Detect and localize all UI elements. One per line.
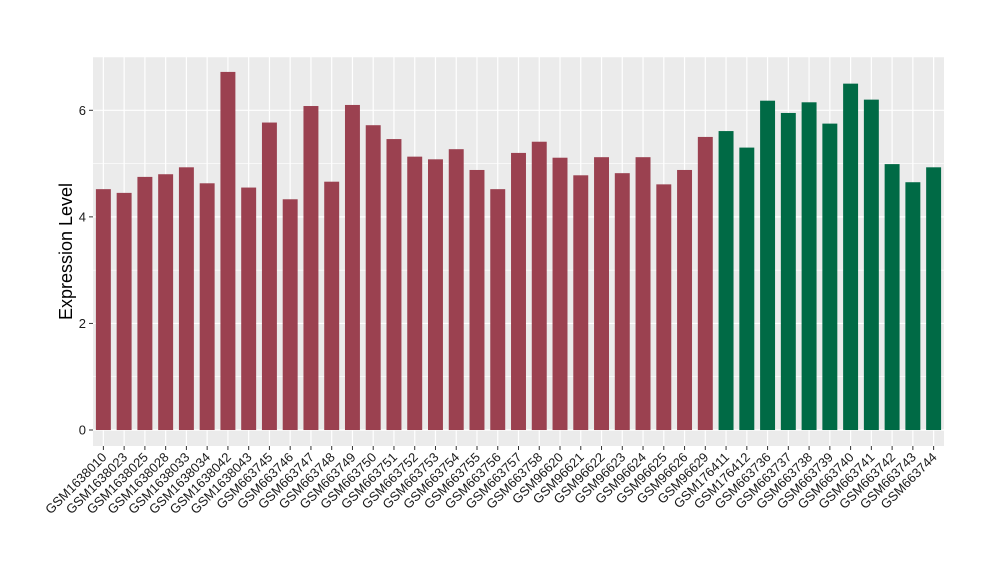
y-tick-label: 2 <box>79 316 86 331</box>
bar-gsm663752 <box>407 156 423 431</box>
bar-gsm176411 <box>718 131 734 431</box>
bar-gsm176412 <box>739 147 755 431</box>
bar-gsm1638042 <box>220 71 236 431</box>
bar-gsm663744 <box>926 167 942 431</box>
bar-gsm1638028 <box>158 174 174 431</box>
bar-gsm663745 <box>261 122 277 431</box>
bars-group <box>95 71 942 431</box>
bar-gsm663743 <box>905 182 921 431</box>
bar-gsm663741 <box>863 99 879 431</box>
bar-gsm663736 <box>760 100 776 431</box>
bar-gsm96623 <box>614 173 630 431</box>
bar-gsm663755 <box>469 169 485 431</box>
bar-gsm663739 <box>822 123 838 431</box>
bar-gsm1638033 <box>178 167 194 431</box>
bar-gsm663758 <box>531 141 547 431</box>
bar-gsm663740 <box>843 83 859 431</box>
y-tick-label: 4 <box>79 209 86 224</box>
bar-gsm1638023 <box>116 192 132 431</box>
y-axis: 0 2 4 6 <box>79 103 93 438</box>
bar-gsm1638034 <box>199 183 215 431</box>
bar-gsm663737 <box>780 112 796 431</box>
x-axis: GSM1638010GSM1638023GSM1638025GSM1638028… <box>42 446 940 517</box>
y-axis-title: Expression Level <box>56 183 76 320</box>
bar-gsm96622 <box>594 157 609 431</box>
bar-gsm1638010 <box>95 189 111 431</box>
bar-gsm663754 <box>448 149 464 431</box>
y-tick-label: 6 <box>79 103 86 118</box>
bar-gsm663746 <box>282 199 298 431</box>
bar-gsm663748 <box>324 181 340 431</box>
bar-gsm663738 <box>801 102 817 431</box>
bar-gsm96620 <box>552 157 568 431</box>
bar-gsm663757 <box>511 152 526 431</box>
bar-gsm663750 <box>365 125 381 431</box>
bar-gsm663756 <box>490 189 506 431</box>
bar-gsm96626 <box>677 169 693 431</box>
bar-gsm663751 <box>386 139 402 431</box>
bar-gsm1638043 <box>241 187 257 431</box>
bar-gsm663747 <box>303 106 319 431</box>
bar-gsm663749 <box>344 104 360 431</box>
bar-gsm96625 <box>656 184 672 431</box>
bar-gsm96624 <box>635 157 651 431</box>
bar-gsm663742 <box>884 164 900 431</box>
bar-gsm96621 <box>573 175 589 431</box>
bar-gsm1638025 <box>137 176 153 431</box>
bar-gsm96629 <box>697 136 713 431</box>
bar-gsm663753 <box>428 159 443 431</box>
y-tick-label: 0 <box>79 423 86 438</box>
